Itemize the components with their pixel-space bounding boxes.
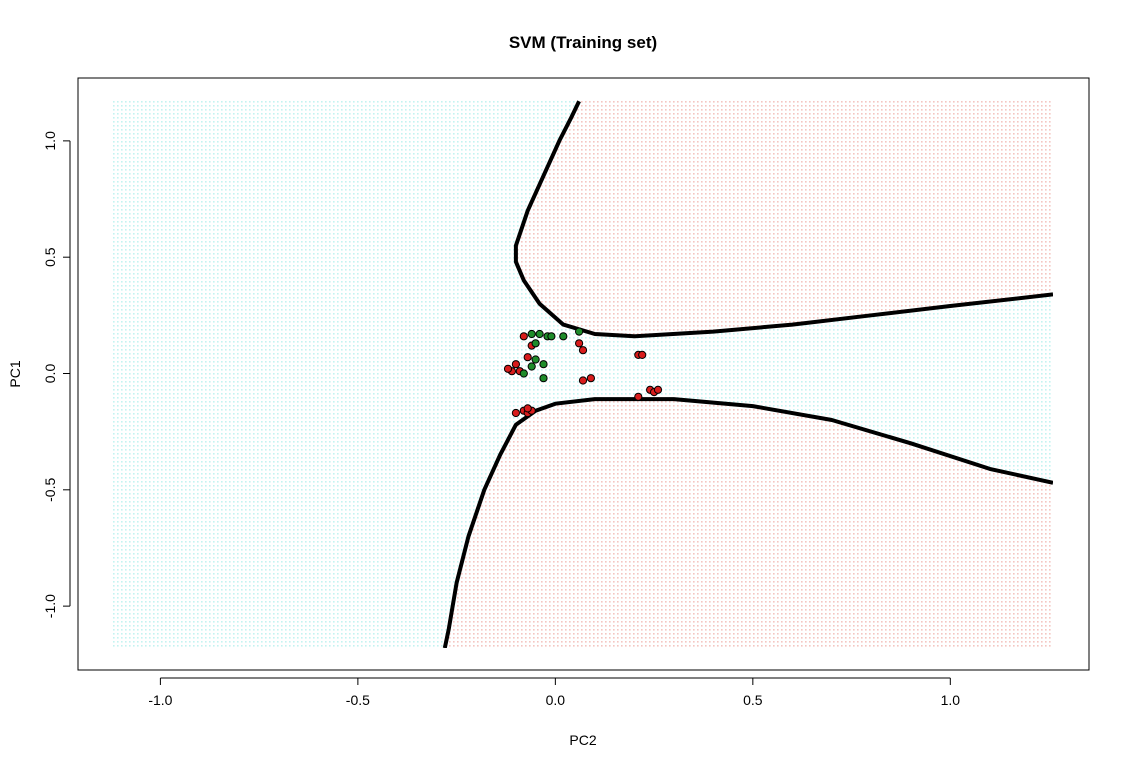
y-tick-label: 1.0 — [42, 131, 58, 151]
y-tick-label: 0.0 — [42, 364, 58, 384]
y-tick-label: -1.0 — [42, 594, 58, 618]
point-class-1 — [559, 332, 568, 341]
point-class-1 — [575, 327, 584, 336]
point-class-0 — [575, 339, 584, 348]
point-class-0 — [523, 404, 532, 413]
y-tick-label: 0.5 — [42, 247, 58, 267]
point-class-1 — [527, 362, 536, 371]
point-class-1 — [531, 355, 540, 364]
point-class-1 — [547, 332, 556, 341]
point-class-0 — [523, 353, 532, 362]
point-class-0 — [519, 332, 528, 341]
point-class-1 — [527, 329, 536, 339]
plot-frame — [77, 77, 1090, 671]
chart-title: SVM (Training set) — [509, 33, 657, 52]
point-class-1 — [519, 369, 528, 378]
x-tick-label: 1.0 — [941, 692, 961, 708]
x-tick-label: -0.5 — [346, 692, 370, 708]
point-class-1 — [539, 374, 548, 383]
point-class-0 — [638, 350, 647, 359]
point-class-1 — [539, 360, 548, 369]
boundary-upper — [513, 100, 1053, 339]
y-axis: -1.0 -0.5 0.0 0.5 1.0 — [42, 131, 71, 618]
point-class-1 — [531, 339, 540, 348]
x-tick-label: 0.0 — [546, 692, 566, 708]
point-class-1 — [535, 329, 544, 339]
y-axis-label: PC1 — [7, 360, 23, 387]
point-class-0 — [578, 376, 588, 385]
x-tick-label: 0.5 — [743, 692, 763, 708]
point-class-0 — [586, 374, 596, 383]
point-class-0 — [511, 360, 521, 369]
x-axis-label: PC2 — [569, 732, 596, 748]
boundary-lower — [442, 397, 1053, 648]
point-class-0 — [634, 392, 643, 401]
x-axis: -1.0 -0.5 0.0 0.5 1.0 — [148, 677, 961, 708]
x-tick-label: -1.0 — [148, 692, 172, 708]
region-class-0-upper — [515, 99, 1053, 337]
point-class-0 — [503, 364, 513, 373]
point-class-0 — [511, 408, 521, 418]
y-tick-label: -0.5 — [42, 478, 58, 502]
region-class-0-lower — [444, 399, 1053, 648]
decision-boundary — [442, 100, 1053, 648]
decision-regions — [113, 99, 1053, 648]
data-points — [503, 327, 663, 418]
point-class-0 — [578, 346, 588, 355]
point-class-0 — [653, 385, 663, 394]
